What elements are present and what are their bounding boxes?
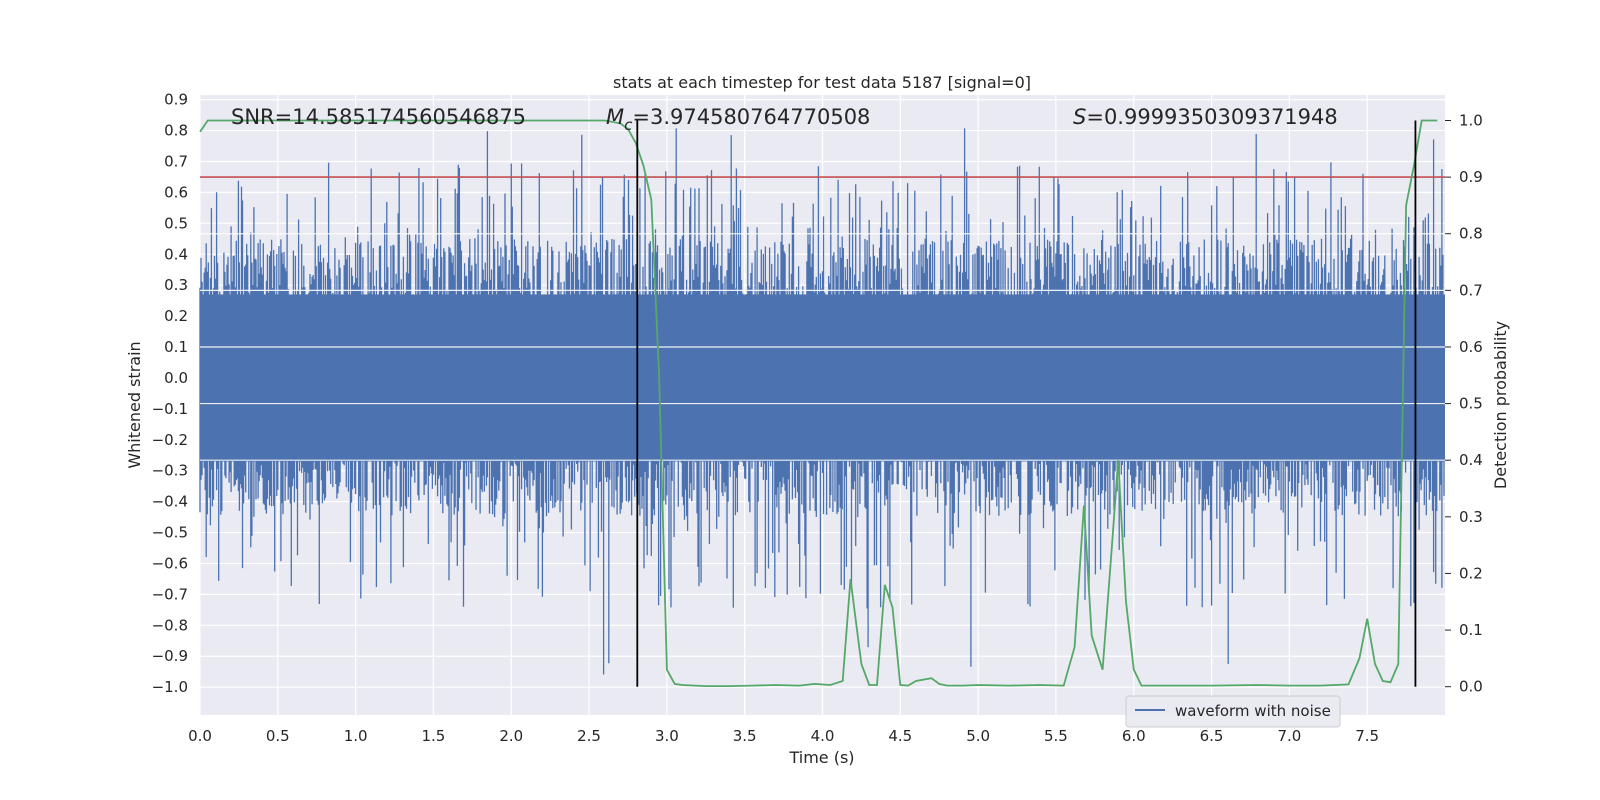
- chirp-mass-annotation: Mc=3.974580764770508: [606, 105, 870, 134]
- y-left-tick-label: −0.3: [152, 462, 188, 480]
- y-axis-label-left: Whitened strain: [125, 341, 144, 468]
- y-left-tick-label: −0.5: [152, 524, 188, 542]
- y-right-tick-label: 1.0: [1459, 111, 1483, 129]
- x-tick-label: 7.5: [1355, 727, 1379, 745]
- y-left-tick-label: 0.7: [164, 152, 188, 170]
- x-axis-label: Time (s): [788, 748, 854, 767]
- y-right-tick-label: 0.4: [1459, 451, 1483, 469]
- y-left-tick-label: 0.4: [164, 245, 188, 263]
- y-left-tick-label: 0.0: [164, 369, 188, 387]
- y-left-tick-label: −1.0: [152, 678, 188, 696]
- y-left-tick-label: 0.9: [164, 91, 188, 109]
- y-left-tick-label: 0.2: [164, 307, 188, 325]
- x-tick-label: 0.0: [188, 727, 212, 745]
- chart-title: stats at each timestep for test data 518…: [613, 73, 1031, 92]
- x-tick-label: 3.0: [655, 727, 679, 745]
- y-right-tick-label: 0.8: [1459, 225, 1483, 243]
- x-tick-label: 1.5: [422, 727, 446, 745]
- chirp-mass-value: =3.974580764770508: [632, 105, 870, 129]
- chirp-mass-symbol: M: [606, 105, 624, 129]
- s-annotation: S=0.9999350309371948: [1073, 105, 1338, 129]
- x-tick-label: 7.0: [1277, 727, 1301, 745]
- waveform-layer: [199, 128, 1445, 675]
- x-tick-label: 3.5: [733, 727, 757, 745]
- y-left-tick-label: 0.1: [164, 338, 188, 356]
- x-tick-label: 6.0: [1122, 727, 1146, 745]
- waveform-core-band: [200, 294, 1445, 462]
- y-left-tick-label: −0.1: [152, 400, 188, 418]
- y-right-tick-label: 0.5: [1459, 395, 1483, 413]
- y-left-tick-label: −0.7: [152, 585, 188, 603]
- y-left-tick-label: 0.8: [164, 122, 188, 140]
- y-left-tick-label: −0.9: [152, 647, 188, 665]
- y-right-tick-label: 0.2: [1459, 564, 1483, 582]
- s-symbol: S: [1073, 105, 1086, 129]
- legend-box: [1125, 695, 1341, 728]
- y-left-tick-label: −0.4: [152, 493, 188, 511]
- y-right-tick-label: 0.7: [1459, 281, 1483, 299]
- legend: waveform with noise: [1125, 695, 1341, 728]
- y-right-tick-label: 0.1: [1459, 621, 1483, 639]
- y-right-tick-label: 0.3: [1459, 508, 1483, 526]
- y-right-tick-label: 0.9: [1459, 168, 1483, 186]
- y-right-tick-label: 0.0: [1459, 678, 1483, 696]
- y-left-tick-label: 0.6: [164, 183, 188, 201]
- chirp-mass-subscript: c: [624, 116, 633, 134]
- y-left-tick-label: −0.2: [152, 431, 188, 449]
- x-tick-label: 0.5: [266, 727, 290, 745]
- y-left-tick-label: 0.5: [164, 214, 188, 232]
- x-tick-label: 2.0: [499, 727, 523, 745]
- x-tick-label: 1.0: [344, 727, 368, 745]
- detection-probability-line: [199, 119, 1438, 687]
- x-tick-label: 4.5: [888, 727, 912, 745]
- x-tick-label: 5.0: [966, 727, 990, 745]
- y-left-tick-label: −0.8: [152, 616, 188, 634]
- y-left-tick-label: 0.3: [164, 276, 188, 294]
- y-left-tick-label: −0.6: [152, 554, 188, 572]
- x-tick-label: 5.5: [1044, 727, 1068, 745]
- x-tick-label: 4.0: [811, 727, 835, 745]
- s-value: =0.9999350309371948: [1086, 105, 1337, 129]
- legend-waveform-label: waveform with noise: [1175, 702, 1331, 720]
- overlay-layer: [199, 119, 1445, 687]
- x-tick-label: 2.5: [577, 727, 601, 745]
- y-right-tick-label: 0.6: [1459, 338, 1483, 356]
- x-tick-label: 6.5: [1200, 727, 1224, 745]
- y-axis-label-right: Detection probability: [1491, 321, 1510, 489]
- snr-annotation: SNR=14.585174560546875: [231, 105, 526, 129]
- tick-layer: 0.0 0.5 1.0 1.5 2.0 2.5 3.0 3.5 4.0 4.5 5.0 5.5 6.0 6…: [152, 91, 1483, 745]
